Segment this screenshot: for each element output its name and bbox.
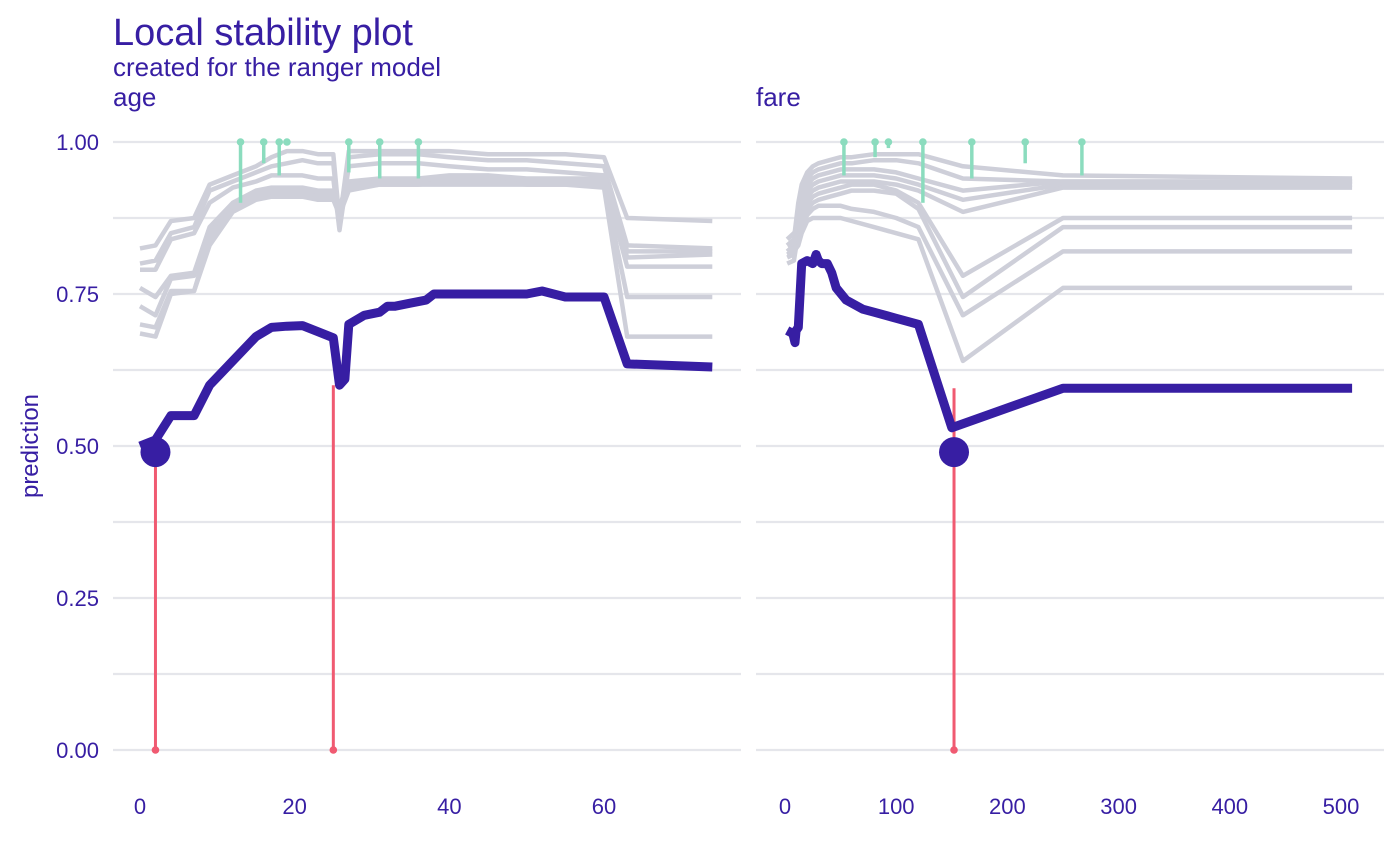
residual-point (283, 138, 291, 146)
x-tick-label: 400 (1211, 794, 1248, 819)
residual-point (259, 138, 268, 146)
residual-point (968, 138, 976, 146)
residual-point (375, 138, 384, 146)
observation-point-fare (939, 437, 970, 468)
x-tick-label: 0 (779, 794, 791, 819)
residual-point (1078, 138, 1086, 146)
y-axis-ticks: 0.00 0.25 0.50 0.75 1.00 (56, 130, 99, 763)
residual-point (840, 138, 848, 146)
x-tick-label: 500 (1323, 794, 1360, 819)
neighbor-profile-line (786, 203, 1353, 318)
observation-segments-age (151, 385, 338, 754)
panel-fare: fare 0 100 200 300 400 500 (756, 82, 1384, 819)
neighbor-profile-line (786, 215, 1353, 364)
main-profile-line-fare (785, 250, 1353, 433)
residual-point (345, 138, 353, 146)
y-tick-label: 0.00 (56, 738, 99, 763)
neighbor-profile-line (786, 188, 1353, 300)
residual-point (275, 138, 284, 146)
x-tick-label: 0 (134, 794, 146, 819)
chart-subtitle: created for the ranger model (113, 52, 442, 82)
residual-segments-age (236, 138, 423, 203)
neighbor-profile-line (140, 161, 713, 272)
neighbor-profile-line (139, 182, 713, 339)
y-tick-label: 0.75 (56, 282, 99, 307)
neighbor-profile-line (139, 151, 713, 266)
residual-point (1021, 138, 1029, 146)
y-axis-label: prediction (17, 394, 44, 498)
main-profile-line-age (138, 286, 713, 451)
residual-point (884, 138, 893, 146)
x-axis-ticks-fare: 0 100 200 300 400 500 (779, 794, 1359, 819)
y-tick-label: 1.00 (56, 130, 99, 155)
panel-age: age 0 20 40 60 (113, 82, 741, 819)
y-tick-label: 0.25 (56, 586, 99, 611)
residual-point (871, 138, 879, 146)
observation-point-age (140, 437, 171, 468)
observation-base-point (329, 746, 338, 754)
gridlines-fare (756, 140, 1384, 752)
neighbor-profiles-age (138, 148, 713, 339)
chart-title: Local stability plot (113, 12, 413, 54)
residual-point (236, 138, 245, 146)
residual-point (414, 138, 423, 146)
x-axis-ticks-age: 0 20 40 60 (134, 794, 616, 819)
residual-segments-fare (840, 138, 1086, 203)
neighbor-profile-line (785, 182, 1353, 279)
neighbor-profiles-fare (785, 151, 1353, 364)
x-tick-label: 100 (878, 794, 915, 819)
panel-strip-label-age: age (113, 82, 156, 112)
observation-base-point (151, 746, 160, 754)
neighbor-profile-line (138, 176, 713, 318)
observation-base-point (950, 746, 958, 754)
residual-point (919, 138, 927, 146)
x-tick-label: 200 (989, 794, 1026, 819)
neighbor-profile-line (139, 148, 713, 251)
y-tick-label: 0.50 (56, 434, 99, 459)
x-tick-label: 20 (282, 794, 306, 819)
x-tick-label: 300 (1100, 794, 1137, 819)
x-tick-label: 40 (437, 794, 461, 819)
x-tick-label: 60 (592, 794, 616, 819)
panel-strip-label-fare: fare (756, 82, 801, 112)
